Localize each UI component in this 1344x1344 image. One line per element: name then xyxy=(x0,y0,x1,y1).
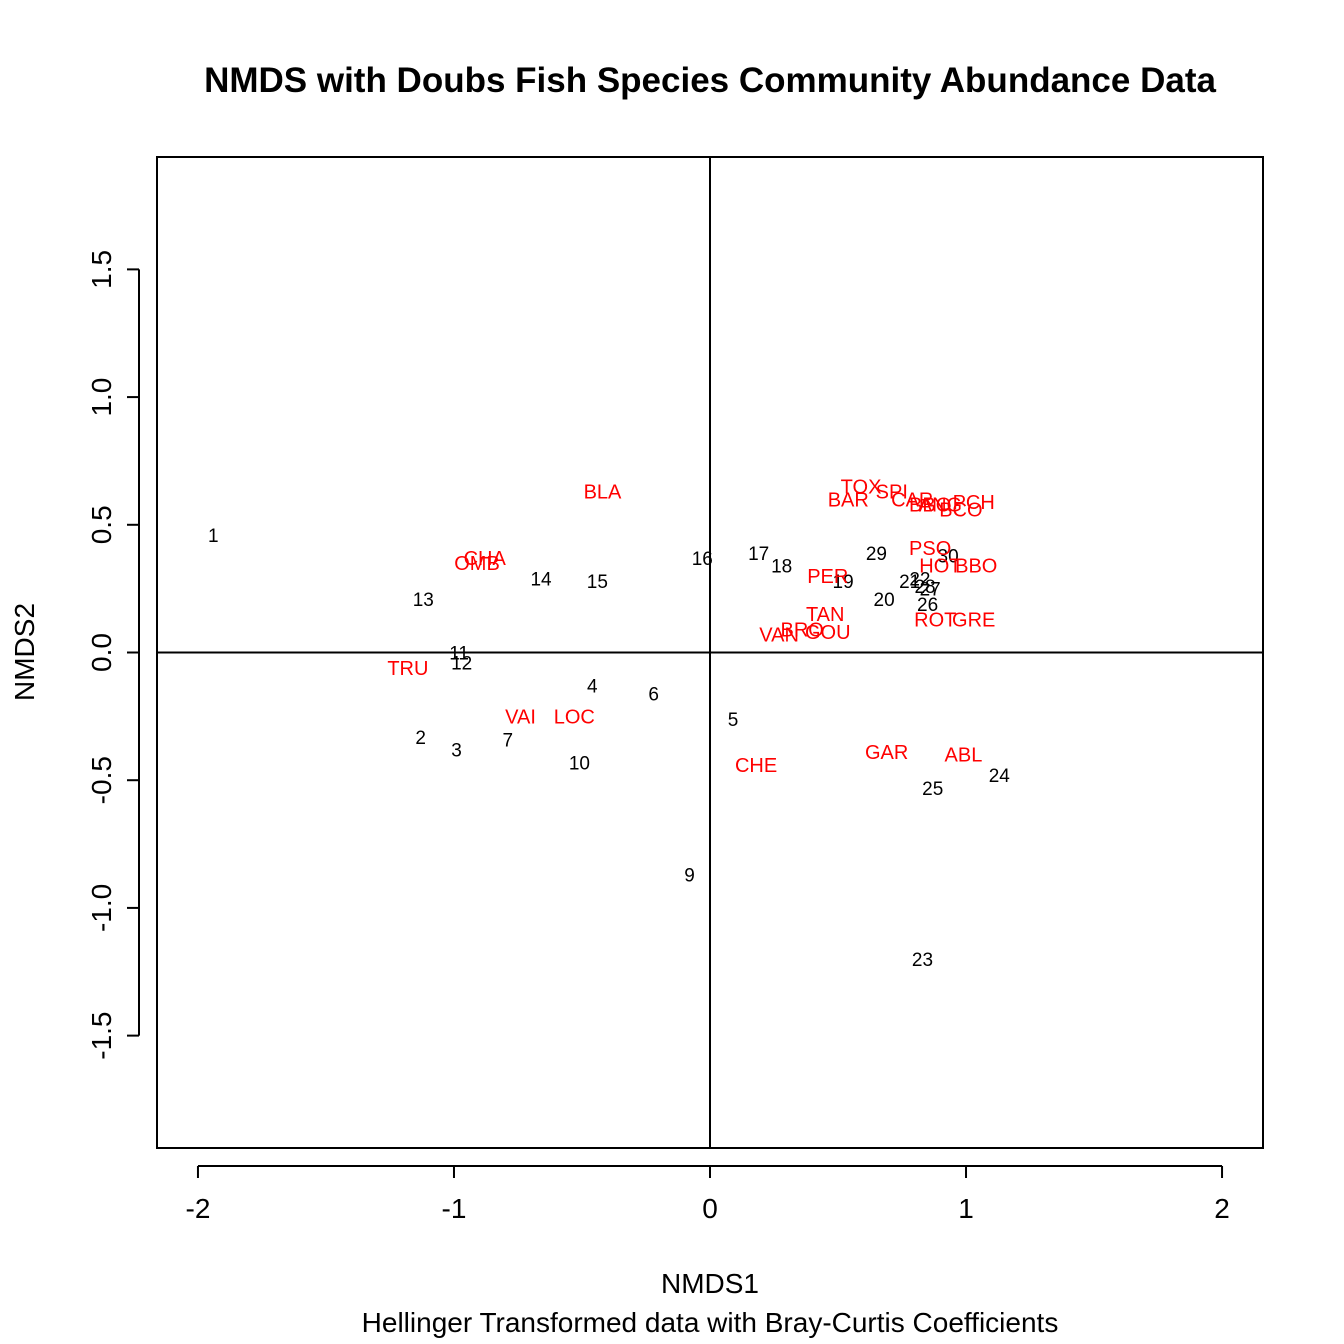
species-point-gar: GAR xyxy=(865,742,908,764)
y-tick-label: 1.5 xyxy=(86,250,117,289)
site-point-29: 29 xyxy=(866,544,887,565)
species-point-spi: SPI xyxy=(876,482,908,504)
site-point-24: 24 xyxy=(989,766,1011,787)
site-point-2: 2 xyxy=(415,728,426,749)
species-point-bla: BLA xyxy=(584,482,622,504)
species-point-pso: PSO xyxy=(909,538,951,560)
reference-lines xyxy=(157,157,1263,1148)
site-point-7: 7 xyxy=(502,730,513,751)
y-tick-label: -1.0 xyxy=(86,884,117,932)
site-point-4: 4 xyxy=(587,677,598,698)
site-point-27: 27 xyxy=(920,580,941,601)
site-point-19: 19 xyxy=(833,572,854,593)
site-point-25: 25 xyxy=(922,779,943,800)
species-point-bbo: BBO xyxy=(955,556,997,578)
species-point-bco: BCO xyxy=(939,499,982,521)
site-point-18: 18 xyxy=(771,557,792,578)
y-tick-label: 0.0 xyxy=(86,633,117,672)
species-point-tan: TAN xyxy=(806,604,845,626)
species-point-bro: BRO xyxy=(780,620,823,642)
x-tick-label: 0 xyxy=(702,1193,718,1224)
species-point-abl: ABL xyxy=(945,745,983,767)
site-point-23: 23 xyxy=(912,950,933,971)
site-point-6: 6 xyxy=(648,684,659,705)
site-point-5: 5 xyxy=(728,710,739,731)
species-point-ang: ANG xyxy=(919,494,962,516)
x-tick-label: -1 xyxy=(442,1193,467,1224)
species-point-van: VAN xyxy=(759,625,799,647)
x-axis-label: NMDS1 xyxy=(661,1268,759,1299)
species-point-gou: GOU xyxy=(805,622,851,644)
species-point-car: CAR xyxy=(891,489,933,511)
species-point-rot: ROT xyxy=(914,609,956,631)
site-point-26: 26 xyxy=(917,595,938,616)
site-point-16: 16 xyxy=(692,549,713,570)
species-point-che: CHE xyxy=(735,755,777,777)
species-point-cha: CHA xyxy=(464,548,507,570)
site-point-22: 22 xyxy=(909,569,930,590)
y-tick-label: -0.5 xyxy=(86,756,117,804)
species-point-tru: TRU xyxy=(387,658,428,680)
site-point-14: 14 xyxy=(530,569,552,590)
species-point-tox: TOX xyxy=(841,476,882,498)
site-point-30: 30 xyxy=(938,546,959,567)
x-axis-subtitle: Hellinger Transformed data with Bray-Cur… xyxy=(362,1307,1059,1338)
species-point-bbo: BBO xyxy=(909,494,951,516)
site-point-17: 17 xyxy=(748,544,769,565)
x-tick-label: -2 xyxy=(186,1193,211,1224)
species-point-per: PER xyxy=(807,566,848,588)
y-tick-label: 1.0 xyxy=(86,378,117,417)
site-point-1: 1 xyxy=(208,526,219,547)
species-point-loc: LOC xyxy=(554,706,595,728)
site-point-12: 12 xyxy=(451,654,472,675)
chart-title: NMDS with Doubs Fish Species Community A… xyxy=(204,61,1216,100)
species-point-gre: GRE xyxy=(952,609,995,631)
site-point-13: 13 xyxy=(413,590,434,611)
x-tick-label: 1 xyxy=(958,1193,974,1224)
y-tick-label: -1.5 xyxy=(86,1011,117,1059)
y-axis: -1.5 -1.0 -0.5 0.0 0.5 1.0 1.5 xyxy=(86,250,140,1060)
site-point-28: 28 xyxy=(914,577,935,598)
site-point-20: 20 xyxy=(874,590,895,611)
species-point-vai: VAI xyxy=(505,706,536,728)
x-tick-label: 2 xyxy=(1214,1193,1230,1224)
site-point-10: 10 xyxy=(569,753,590,774)
species-point-pch: PCH xyxy=(953,492,995,514)
site-point-11: 11 xyxy=(449,644,469,665)
site-point-9: 9 xyxy=(684,866,695,887)
species-point-omb: OMB xyxy=(454,553,500,575)
site-point-21: 21 xyxy=(899,572,920,593)
y-axis-label: NMDS2 xyxy=(9,603,40,701)
species-point-bar: BAR xyxy=(828,489,869,511)
x-axis: -2 -1 0 1 2 xyxy=(186,1165,1230,1224)
site-point-3: 3 xyxy=(451,741,462,762)
site-point-15: 15 xyxy=(587,572,608,593)
y-tick-label: 0.5 xyxy=(86,505,117,544)
species-point-hot: HOT xyxy=(919,556,961,578)
